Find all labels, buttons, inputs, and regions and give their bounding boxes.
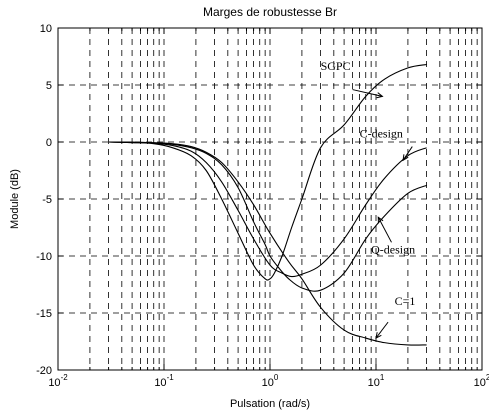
x-tick-label: 102 [474,373,489,389]
series-line-4 [108,141,427,346]
annotations: SGPC C-design Q-design C=1 [321,59,416,339]
chart-title: Marges de robustesse Br [203,5,337,19]
annotation-label-3: Q-design [371,243,415,257]
annotation-arrow-4 [375,321,389,339]
x-axis-label: Pulsation (rad/s) [230,398,310,410]
annotation-arrowhead-4 [375,332,382,339]
annotation-label-1: SGPC [321,59,351,73]
x-tick-label: 101 [368,373,385,389]
annotation-label-2: C-design [360,126,403,140]
grid [58,28,482,370]
series-line-1 [108,141,427,292]
x-tick-label: 10-2 [48,373,68,389]
y-tick-label: 0 [46,137,52,149]
y-tick-label: -5 [42,194,52,206]
annotation-arrow-3 [377,217,392,243]
y-tick-label: 10 [40,23,52,35]
annotation-arrowhead-2 [402,154,409,162]
x-tick-label: 100 [262,373,279,389]
x-tick-labels: 10-2 10-1 100 101 102 [48,373,489,389]
series-line-3 [108,63,427,281]
annotation-arrow-1 [352,89,383,97]
y-tick-label: -10 [36,251,52,263]
annotation-arrowhead-1 [376,92,384,99]
y-axis-label: Module (dB) [9,169,21,229]
y-tick-label: -20 [36,365,52,377]
annotation-arrowhead-3 [377,216,384,224]
series-line-2 [108,141,427,278]
annotation-arrow-2 [402,146,413,161]
ticks [57,27,482,371]
y-tick-label: 5 [46,80,52,92]
y-tick-label: -15 [36,308,52,320]
x-tick-label: 10-1 [154,373,174,389]
curves [108,63,427,346]
y-tick-labels: 10 5 0 -5 -10 -15 -20 [36,23,52,377]
annotation-label-4: C=1 [395,294,416,308]
